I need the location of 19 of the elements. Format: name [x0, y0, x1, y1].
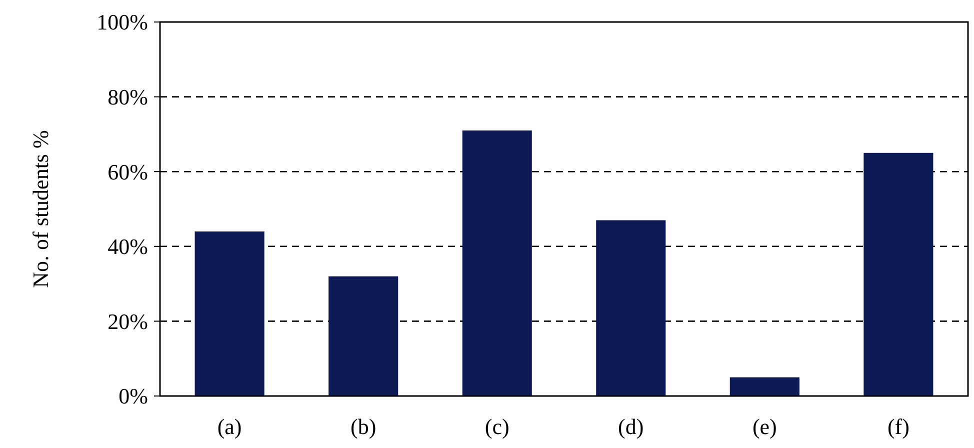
y-axis-title: No. of students % [28, 130, 53, 288]
x-tick-label: (d) [618, 414, 644, 439]
x-tick-label: (c) [484, 414, 510, 439]
x-tick-label: (a) [217, 414, 242, 439]
y-tick-label: 40% [108, 234, 148, 260]
x-tick-label: (e) [752, 414, 777, 439]
bar [462, 130, 532, 396]
bar [194, 231, 264, 396]
y-tick-label: 60% [108, 159, 148, 184]
y-tick-label: 80% [108, 84, 148, 110]
bar [864, 152, 934, 396]
y-tick-label: 100% [96, 10, 148, 35]
y-tick-label: 0% [118, 384, 148, 409]
x-tick-label: (f) [887, 414, 910, 439]
bar [328, 276, 398, 396]
x-tick-label: (b) [350, 414, 376, 439]
y-tick-label: 20% [108, 308, 148, 334]
bar [596, 220, 666, 396]
bar [730, 377, 800, 396]
